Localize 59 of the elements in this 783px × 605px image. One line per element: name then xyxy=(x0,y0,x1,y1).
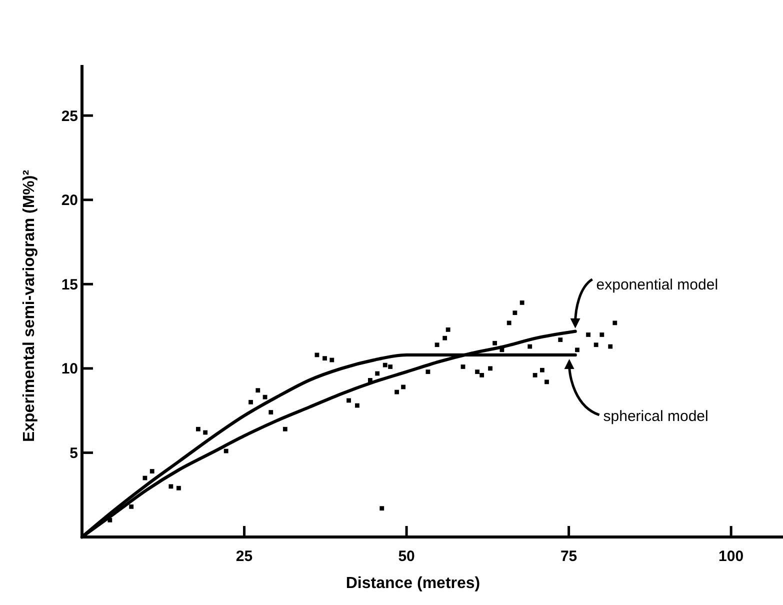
point xyxy=(375,371,380,376)
x-tick-label: 25 xyxy=(236,548,253,565)
point xyxy=(262,394,268,400)
text: spherical model xyxy=(603,408,708,425)
point xyxy=(388,364,393,369)
x-tick-label: 75 xyxy=(560,548,578,565)
point xyxy=(532,372,538,378)
point xyxy=(506,320,512,326)
point xyxy=(492,340,498,346)
point xyxy=(346,398,351,403)
point xyxy=(544,380,549,384)
point xyxy=(380,506,384,511)
point xyxy=(268,410,274,414)
point xyxy=(382,362,388,368)
point xyxy=(426,370,430,374)
point xyxy=(488,366,492,371)
point xyxy=(528,344,532,349)
y-tick-label: 25 xyxy=(61,108,78,125)
point xyxy=(282,426,288,432)
point xyxy=(480,372,484,378)
point xyxy=(401,384,406,390)
point xyxy=(248,400,253,404)
point xyxy=(460,364,466,369)
point xyxy=(322,356,327,361)
point xyxy=(540,368,544,372)
point xyxy=(594,342,598,348)
text: exponential model xyxy=(596,276,718,294)
x-tick-label: 100 xyxy=(718,548,744,565)
point xyxy=(196,426,200,432)
point xyxy=(475,370,480,374)
point xyxy=(434,342,440,348)
point xyxy=(314,352,320,358)
point xyxy=(608,344,613,349)
point xyxy=(394,390,399,394)
point xyxy=(355,403,360,408)
point xyxy=(612,320,618,326)
point xyxy=(520,300,524,305)
point xyxy=(224,448,228,454)
y-tick-label: 15 xyxy=(61,276,78,294)
point xyxy=(176,486,181,490)
y-tick-label: 5 xyxy=(70,444,78,462)
point xyxy=(600,332,604,337)
point xyxy=(442,336,448,340)
x-tick-label: 50 xyxy=(398,548,415,565)
point xyxy=(129,504,134,509)
point xyxy=(256,388,260,393)
point xyxy=(575,348,580,352)
point xyxy=(446,327,450,332)
x-axis-title: Distance (metres) xyxy=(346,575,480,592)
y-tick-label: 20 xyxy=(61,192,78,210)
point xyxy=(586,332,590,337)
point xyxy=(558,338,563,342)
point xyxy=(203,430,208,435)
y-axis-title: Experimental semi-variogram (M%)² xyxy=(21,170,38,442)
point xyxy=(512,310,518,315)
y-tick-label: 10 xyxy=(61,360,78,378)
point xyxy=(330,358,334,362)
point xyxy=(150,469,154,474)
point xyxy=(168,484,174,489)
